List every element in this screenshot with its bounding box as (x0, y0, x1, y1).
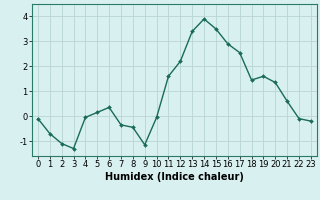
X-axis label: Humidex (Indice chaleur): Humidex (Indice chaleur) (105, 172, 244, 182)
